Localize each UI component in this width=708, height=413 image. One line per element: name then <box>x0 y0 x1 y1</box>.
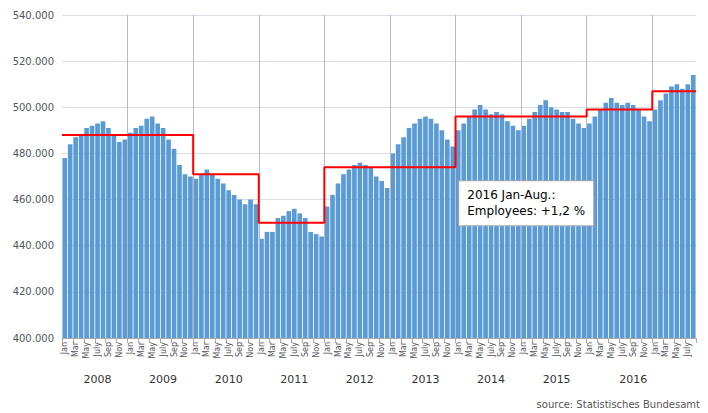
svg-text:2012: 2012 <box>346 373 374 386</box>
svg-text:500.000: 500.000 <box>13 102 54 113</box>
svg-text:July: July <box>355 342 364 358</box>
svg-text:2014: 2014 <box>477 373 505 386</box>
svg-text:Sep: Sep <box>104 342 113 357</box>
svg-text:July: July <box>224 342 233 358</box>
svg-text:2008: 2008 <box>84 373 112 386</box>
svg-text:Mar: Mar <box>661 341 670 357</box>
svg-text:2010: 2010 <box>215 373 243 386</box>
svg-text:Sep: Sep <box>563 342 572 357</box>
svg-text:2016: 2016 <box>619 373 647 386</box>
svg-text:Sep: Sep <box>497 342 506 357</box>
svg-text:July: July <box>290 342 299 358</box>
svg-text:Nov: Nov <box>443 342 452 358</box>
svg-text:Jan: Jan <box>126 342 135 355</box>
svg-text:May: May <box>344 342 353 359</box>
svg-text:520.000: 520.000 <box>13 56 54 67</box>
svg-text:July: July <box>618 342 627 358</box>
svg-text:Nov: Nov <box>246 342 255 358</box>
svg-text:source: Statistisches Bundesam: source: Statistisches Bundesamt <box>537 399 700 410</box>
svg-text:May: May <box>213 342 222 359</box>
svg-text:Jan: Jan <box>519 342 528 355</box>
svg-text:Mar: Mar <box>399 341 408 357</box>
svg-text:May: May <box>279 342 288 359</box>
svg-text:July: July <box>93 342 102 358</box>
svg-text:Jan: Jan <box>323 342 332 355</box>
svg-text:May: May <box>410 342 419 359</box>
svg-text:Jan: Jan <box>60 342 69 355</box>
svg-text:Nov: Nov <box>574 342 583 358</box>
svg-text:Sep: Sep <box>432 342 441 357</box>
svg-text:Nov: Nov <box>377 342 386 358</box>
svg-text:Jan: Jan <box>454 342 463 355</box>
svg-text:2011: 2011 <box>280 373 308 386</box>
svg-text:Jan: Jan <box>585 342 594 355</box>
svg-text:Mar: Mar <box>596 341 605 357</box>
svg-text:Mar: Mar <box>334 341 343 357</box>
svg-text:420.000: 420.000 <box>13 286 54 297</box>
svg-text:2015: 2015 <box>543 373 571 386</box>
svg-text:Mar: Mar <box>530 341 539 357</box>
svg-text:July: July <box>487 342 496 358</box>
svg-text:May: May <box>148 342 157 359</box>
svg-text:Employees: +1,2 %: Employees: +1,2 % <box>467 204 585 218</box>
svg-text:Nov: Nov <box>640 342 649 358</box>
svg-text:540.000: 540.000 <box>13 10 54 21</box>
svg-text:Nov: Nov <box>312 342 321 358</box>
svg-text:Sep: Sep <box>629 342 638 357</box>
svg-text:460.000: 460.000 <box>13 194 54 205</box>
svg-text:July: July <box>552 342 561 358</box>
svg-text:2013: 2013 <box>411 373 439 386</box>
svg-text:Nov: Nov <box>508 342 517 358</box>
svg-text:Sep: Sep <box>170 342 179 357</box>
svg-text:July: July <box>421 342 430 358</box>
svg-text:2009: 2009 <box>149 373 177 386</box>
svg-text:Mar: Mar <box>137 341 146 357</box>
svg-text:May: May <box>672 342 681 359</box>
svg-text:July: July <box>683 342 692 358</box>
svg-text:May: May <box>82 342 91 359</box>
svg-text:Mar: Mar <box>268 341 277 357</box>
svg-text:2016 Jan-Aug.:: 2016 Jan-Aug.: <box>467 188 555 202</box>
svg-text:Jan: Jan <box>651 342 660 355</box>
svg-text:May: May <box>476 342 485 359</box>
svg-text:Jan: Jan <box>191 342 200 355</box>
svg-text:Jan: Jan <box>257 342 266 355</box>
svg-text:Nov: Nov <box>180 342 189 358</box>
svg-text:May: May <box>607 342 616 359</box>
svg-text:Jan: Jan <box>388 342 397 355</box>
svg-text:July: July <box>159 342 168 358</box>
svg-text:440.000: 440.000 <box>13 240 54 251</box>
svg-text:May: May <box>541 342 550 359</box>
svg-text:Sep: Sep <box>366 342 375 357</box>
svg-text:Mar: Mar <box>465 341 474 357</box>
svg-text:Sep: Sep <box>235 342 244 357</box>
svg-text:Sep: Sep <box>301 342 310 357</box>
svg-text:Mar: Mar <box>202 341 211 357</box>
svg-text:Nov: Nov <box>115 342 124 358</box>
svg-text:480.000: 480.000 <box>13 148 54 159</box>
svg-text:400.000: 400.000 <box>13 333 54 344</box>
svg-text:Mar: Mar <box>71 341 80 357</box>
